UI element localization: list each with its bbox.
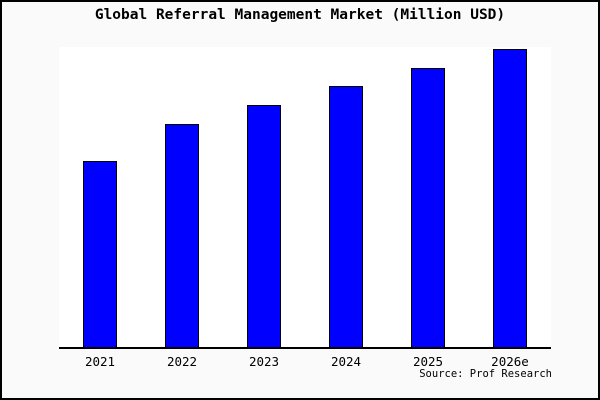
x-tick-2022: 2022 [166, 354, 198, 369]
bar-2026e [493, 49, 527, 347]
x-tick-2024: 2024 [330, 354, 362, 369]
bar-2024 [329, 86, 363, 347]
source-credit: Source: Prof Research [419, 368, 552, 380]
x-tick-2026e: 2026e [491, 354, 529, 369]
bars-container [59, 47, 551, 347]
bar-2023 [247, 104, 281, 347]
chart-title: Global Referral Management Market (Milli… [94, 7, 506, 23]
x-axis-labels: 2021 2022 2023 2024 2025 2026e [59, 354, 551, 370]
x-tick-2023: 2023 [248, 354, 280, 369]
plot-area [59, 47, 551, 349]
bar-2025 [411, 68, 445, 347]
x-tick-2021: 2021 [84, 354, 116, 369]
bar-2022 [165, 124, 199, 347]
bar-2021 [83, 161, 117, 347]
x-tick-2025: 2025 [412, 354, 444, 369]
